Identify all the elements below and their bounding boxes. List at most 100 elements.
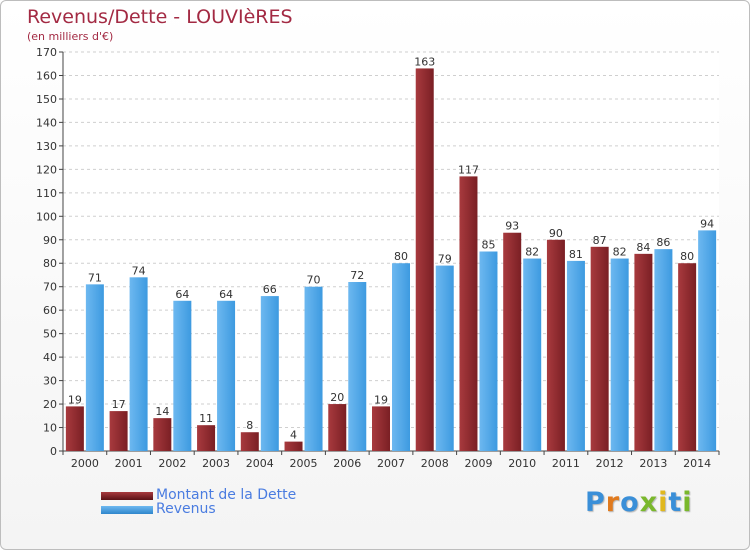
- y-tick-label: 40: [43, 351, 57, 364]
- y-tick-label: 170: [36, 46, 57, 59]
- data-label-dette-2003: 11: [199, 412, 213, 425]
- bar-dette-2003: [197, 425, 216, 451]
- bar-dette-2012: [590, 246, 609, 451]
- x-tick-label-2002: 2002: [158, 457, 186, 470]
- y-tick-label: 90: [43, 234, 57, 247]
- data-label-dette-2009: 117: [458, 163, 479, 176]
- legend-swatch-revenus: [101, 506, 153, 514]
- data-label-dette-2013: 84: [636, 241, 650, 254]
- bar-revenus-2012: [610, 258, 629, 451]
- x-tick-label-2013: 2013: [639, 457, 667, 470]
- bar-dette-2005: [284, 441, 303, 451]
- legend-swatch-dette: [101, 492, 153, 500]
- bar-dette-2002: [153, 418, 172, 451]
- data-label-dette-2010: 93: [505, 220, 519, 233]
- data-label-dette-2011: 90: [549, 227, 563, 240]
- bar-dette-2006: [328, 404, 347, 451]
- x-tick-label-2010: 2010: [508, 457, 536, 470]
- x-tick-label-2005: 2005: [290, 457, 318, 470]
- proxiti-logo: Proxiti: [585, 487, 693, 518]
- y-tick-label: 30: [43, 375, 57, 388]
- bar-revenus-2010: [523, 258, 542, 451]
- data-label-revenus-2003: 64: [219, 288, 233, 301]
- x-tick-label-2004: 2004: [246, 457, 274, 470]
- data-label-revenus-2007: 80: [394, 250, 408, 263]
- x-tick-label-2008: 2008: [421, 457, 449, 470]
- data-label-revenus-2009: 85: [481, 239, 495, 252]
- x-tick-label-2007: 2007: [377, 457, 405, 470]
- x-tick-label-2009: 2009: [464, 457, 492, 470]
- x-tick-label-2014: 2014: [683, 457, 711, 470]
- y-tick-label: 0: [50, 445, 57, 458]
- bar-revenus-2005: [304, 286, 323, 451]
- bar-dette-2010: [503, 232, 522, 451]
- bar-revenus-2009: [479, 251, 498, 451]
- data-label-revenus-2006: 72: [350, 269, 364, 282]
- y-tick-label: 20: [43, 398, 57, 411]
- data-label-revenus-2002: 64: [175, 288, 189, 301]
- legend-label-dette: Montant de la Dette: [156, 487, 297, 503]
- bar-dette-2008: [415, 68, 434, 451]
- data-label-revenus-2012: 82: [613, 246, 627, 259]
- data-label-dette-2004: 8: [246, 419, 253, 432]
- data-label-revenus-2013: 86: [656, 236, 670, 249]
- y-tick-label: 160: [36, 69, 57, 82]
- data-label-dette-2007: 19: [374, 393, 388, 406]
- data-label-revenus-2011: 81: [569, 248, 583, 261]
- data-label-dette-2000: 19: [68, 393, 82, 406]
- x-tick-label-2003: 2003: [202, 457, 230, 470]
- y-tick-label: 10: [43, 422, 57, 435]
- data-label-revenus-2004: 66: [263, 283, 277, 296]
- bar-revenus-2013: [654, 249, 673, 451]
- x-tick-label-2012: 2012: [596, 457, 624, 470]
- y-tick-label: 140: [36, 116, 57, 129]
- data-label-revenus-2010: 82: [525, 246, 539, 259]
- chart-subtitle: (en milliers d'€): [27, 30, 114, 43]
- bar-revenus-2001: [129, 277, 148, 451]
- bar-revenus-2014: [698, 230, 717, 451]
- data-label-revenus-2005: 70: [307, 274, 321, 287]
- bar-revenus-2000: [85, 284, 104, 451]
- data-label-dette-2001: 17: [112, 398, 126, 411]
- data-label-dette-2005: 4: [290, 429, 297, 442]
- x-tick-label-2001: 2001: [115, 457, 143, 470]
- y-tick-label: 120: [36, 163, 57, 176]
- bar-dette-2013: [634, 253, 653, 451]
- bar-dette-2014: [678, 263, 697, 451]
- y-tick-label: 130: [36, 140, 57, 153]
- chart-title: Revenus/Dette - LOUVIèRES: [27, 6, 293, 28]
- y-tick-label: 70: [43, 281, 57, 294]
- bar-revenus-2007: [392, 263, 410, 451]
- bar-dette-2001: [109, 411, 128, 451]
- y-tick-label: 50: [43, 328, 57, 341]
- bar-revenus-2008: [435, 265, 454, 451]
- y-tick-label: 150: [36, 93, 57, 106]
- bar-dette-2009: [459, 176, 478, 452]
- legend-label-revenus: Revenus: [156, 501, 216, 517]
- bar-revenus-2004: [260, 296, 279, 451]
- data-label-revenus-2000: 71: [88, 271, 102, 284]
- data-label-dette-2006: 20: [330, 391, 344, 404]
- y-tick-label: 60: [43, 304, 57, 317]
- x-tick-label-2000: 2000: [71, 457, 99, 470]
- bar-dette-2011: [546, 239, 565, 451]
- y-tick-label: 80: [43, 257, 57, 270]
- bar-revenus-2006: [348, 282, 367, 451]
- x-tick-label-2011: 2011: [552, 457, 580, 470]
- bar-revenus-2003: [217, 300, 236, 451]
- plot-area: [63, 52, 719, 451]
- bar-revenus-2011: [566, 260, 585, 451]
- bar-dette-2007: [372, 406, 390, 451]
- data-label-dette-2012: 87: [593, 234, 607, 247]
- bar-revenus-2002: [173, 300, 192, 451]
- y-tick-label: 100: [36, 210, 57, 223]
- y-tick-label: 110: [36, 187, 57, 200]
- bar-dette-2004: [240, 432, 259, 451]
- data-label-dette-2002: 14: [155, 405, 169, 418]
- data-label-revenus-2008: 79: [438, 253, 452, 266]
- data-label-dette-2014: 80: [680, 250, 694, 263]
- x-tick-label-2006: 2006: [333, 457, 361, 470]
- data-label-revenus-2001: 74: [132, 264, 146, 277]
